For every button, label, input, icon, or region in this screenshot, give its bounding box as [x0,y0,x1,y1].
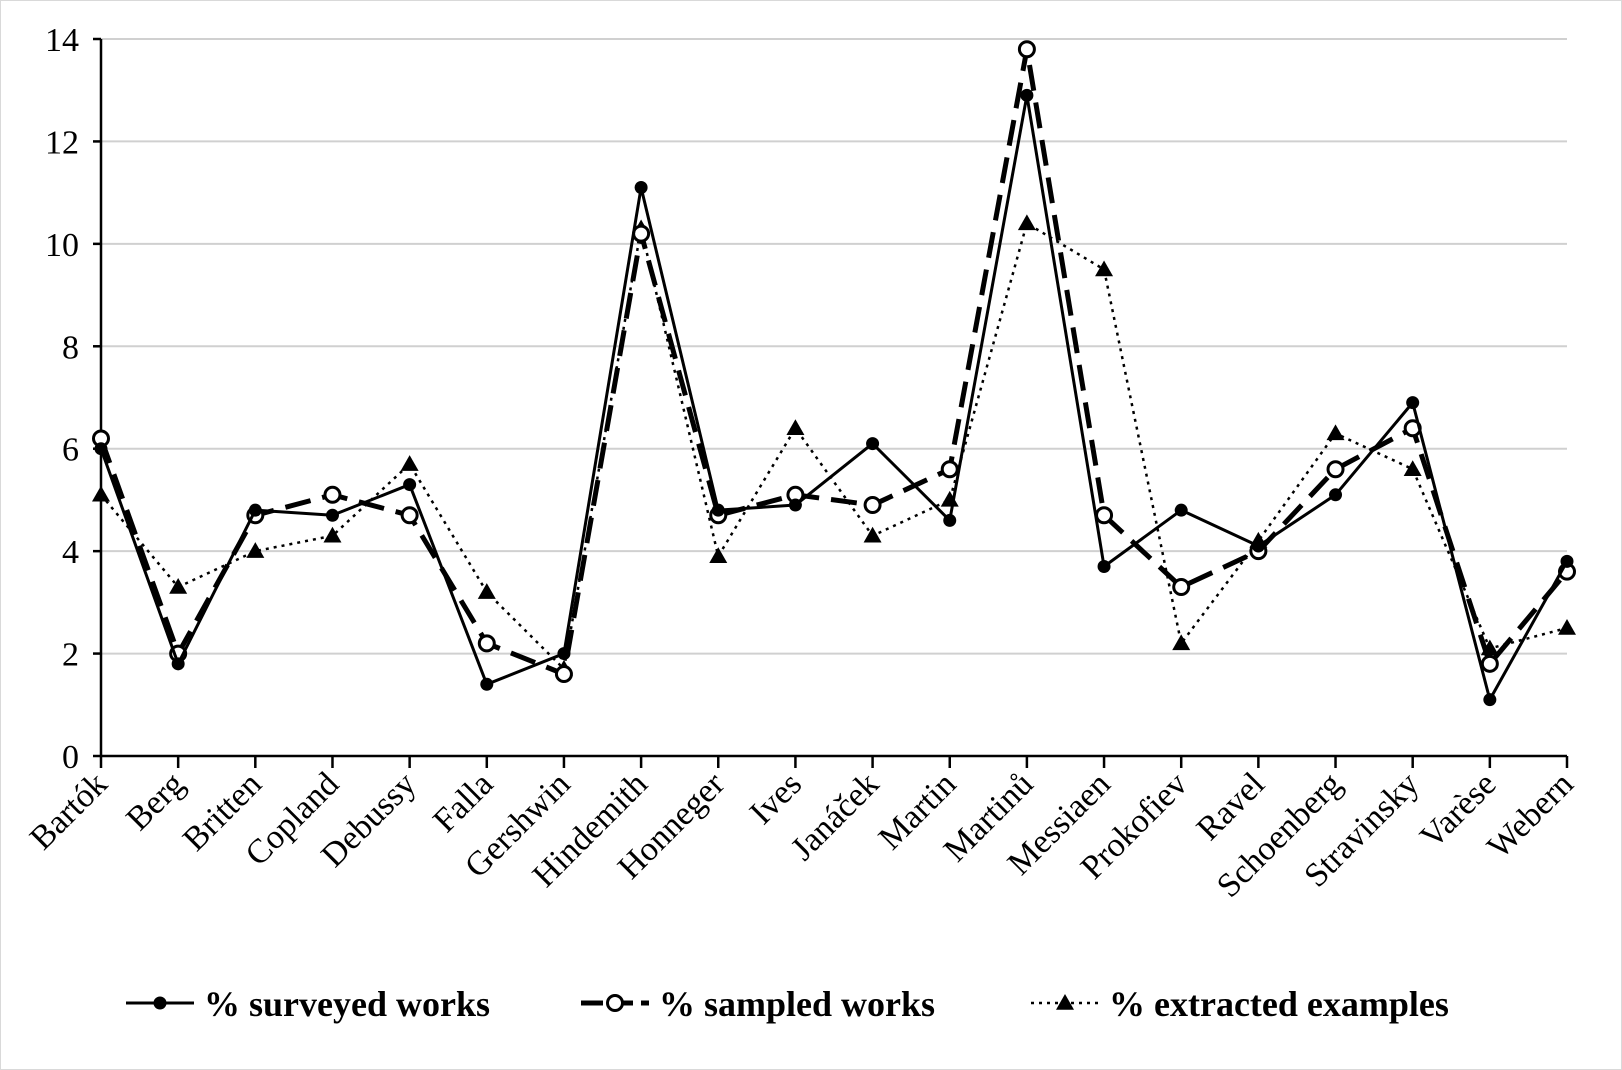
point-2-9 [786,419,805,435]
point-1-5 [477,634,496,653]
series-line-1 [98,46,1569,677]
point-0-12 [1020,88,1034,102]
legend-marker-1 [606,994,624,1012]
point-2-19 [1558,618,1576,635]
point-2-2 [246,542,265,558]
point-2-5 [477,583,496,599]
point-2-8 [709,547,728,564]
point-0-9 [788,498,802,512]
y-tick-label-2: 2 [62,637,79,674]
x-tick-label-0: Bartók [23,765,115,857]
series-0 [94,88,1574,707]
point-1-10 [863,496,882,515]
point-0-13 [1097,560,1111,574]
point-2-17 [1403,460,1422,476]
point-0-14 [1174,503,1188,517]
y-tick-label-12: 12 [45,124,79,161]
point-0-3 [325,508,339,522]
y-tick-label-10: 10 [45,227,79,264]
point-1-18 [1480,654,1499,673]
point-2-13 [1095,260,1114,277]
legend-entry-1: % sampled works [581,984,935,1024]
legend-label-0: % surveyed works [204,984,490,1024]
legend-entry-0: % surveyed works [126,984,490,1024]
point-1-3 [323,485,342,504]
x-tick-label-9: Ives [743,765,809,831]
series [92,40,1576,707]
y-tick-label-14: 14 [45,22,79,59]
y-tick-label-4: 4 [62,534,79,571]
legend-entry-2: % extracted examples [1031,984,1449,1024]
point-0-6 [557,647,571,661]
legend-label-1: % sampled works [659,984,935,1024]
legend-label-2: % extracted examples [1109,984,1449,1024]
point-0-7 [634,181,648,195]
series-1 [92,40,1576,684]
point-1-12 [1017,40,1036,59]
point-0-18 [1483,693,1497,707]
point-2-12 [1017,214,1036,231]
point-0-17 [1406,396,1420,410]
point-2-3 [323,526,342,543]
legend-marker-0 [153,996,167,1010]
point-0-1 [171,657,185,671]
point-0-16 [1329,488,1343,502]
point-2-1 [169,577,188,594]
point-0-5 [480,677,494,691]
series-line-0 [99,93,1569,702]
point-1-13 [1095,506,1114,525]
point-1-11 [940,460,959,479]
y-tick-label-8: 8 [62,329,79,366]
point-2-10 [863,526,882,543]
x-tick-label-10: Janáček [784,765,886,867]
point-1-4 [400,506,419,525]
point-2-0 [92,485,110,502]
point-1-6 [554,665,573,684]
point-0-4 [403,478,417,492]
point-2-4 [400,455,419,471]
point-0-15 [1251,539,1265,553]
series-2 [92,214,1576,676]
x-tick-label-19: Webern [1480,765,1580,865]
axes [93,37,1569,768]
y-tick-label-6: 6 [62,432,79,469]
point-1-16 [1326,460,1345,479]
legend: % surveyed works % sampled works % extract… [126,984,1449,1024]
point-0-10 [866,437,880,451]
y-tick-label-0: 0 [62,739,79,776]
gridlines [101,38,1567,655]
point-0-11 [943,513,957,527]
point-0-2 [248,503,262,517]
point-0-0 [94,442,108,456]
point-0-19 [1560,554,1574,568]
point-1-14 [1172,577,1191,596]
point-0-8 [711,503,725,517]
y-tick-labels: 0 2 4 6 8 10 12 14 [45,22,79,776]
point-2-14 [1172,634,1191,651]
legend-marker-2 [1056,994,1074,1010]
series-line-2 [100,222,1568,671]
point-2-16 [1326,424,1345,441]
